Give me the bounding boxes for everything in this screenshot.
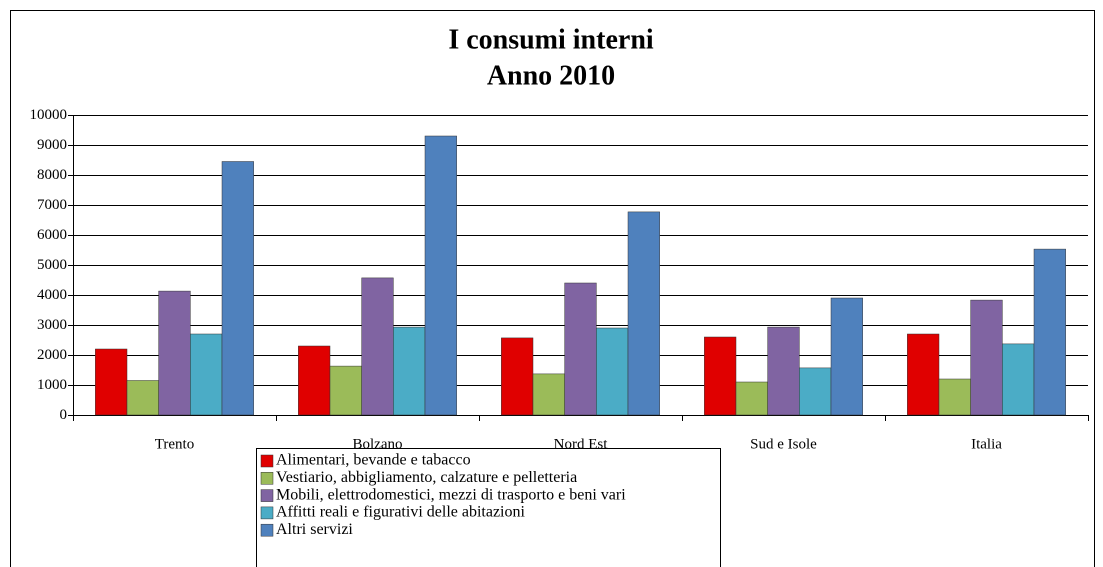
chart-border xyxy=(10,10,1095,567)
y-tick-label: 2000 xyxy=(37,347,67,363)
bar xyxy=(1033,248,1066,416)
bar xyxy=(938,378,971,416)
bar xyxy=(564,282,597,416)
legend-swatch xyxy=(260,523,274,537)
bar xyxy=(532,373,565,416)
x-tick-label: Bolzano xyxy=(353,436,403,452)
legend-label: Affitti reali e figurativi delle abitazi… xyxy=(276,504,526,521)
bar xyxy=(970,299,1003,416)
y-tick-label: 9000 xyxy=(37,137,67,153)
bar xyxy=(830,297,863,416)
y-tick-label: 4000 xyxy=(37,287,67,303)
bar xyxy=(596,327,629,416)
legend-swatch xyxy=(260,472,274,485)
bar xyxy=(627,211,660,416)
bar xyxy=(361,277,394,416)
bar xyxy=(799,367,832,416)
bar xyxy=(1002,343,1035,416)
bar xyxy=(735,381,768,416)
legend-box xyxy=(256,448,721,567)
y-tick-label: 6000 xyxy=(37,227,67,243)
x-tick-label: Italia xyxy=(971,436,1002,452)
y-tick-label: 0 xyxy=(60,407,68,423)
y-tick-label: 3000 xyxy=(37,317,67,333)
bar xyxy=(158,290,191,416)
bar xyxy=(704,336,737,416)
legend-label: Vestiario, abbigliamento, calzature e pe… xyxy=(276,469,577,486)
bar xyxy=(767,326,800,416)
bar xyxy=(424,135,457,416)
bar xyxy=(298,345,331,416)
chart-subtitle: Anno 2010 xyxy=(487,60,615,91)
bar xyxy=(501,337,534,416)
y-tick-label: 1000 xyxy=(37,377,67,393)
legend-label: Alimentari, bevande e tabacco xyxy=(276,452,471,469)
bar xyxy=(329,365,362,416)
legend-label: Mobili, elettrodomestici, mezzi di trasp… xyxy=(276,486,626,503)
x-tick-label: Nord Est xyxy=(554,436,609,452)
y-tick-label: 7000 xyxy=(37,197,67,213)
chart-title: I consumi interni xyxy=(448,24,654,55)
bar xyxy=(190,333,223,416)
bar xyxy=(907,333,940,416)
legend-label: Altri servizi xyxy=(276,521,353,538)
legend-swatch xyxy=(260,454,274,468)
y-tick-label: 5000 xyxy=(37,257,67,273)
x-tick-label: Trento xyxy=(155,436,194,452)
bar xyxy=(221,161,254,416)
bar xyxy=(393,326,426,416)
bar xyxy=(126,380,159,416)
legend-swatch xyxy=(260,489,274,502)
y-tick-label: 10000 xyxy=(30,107,68,123)
x-tick-label: Sud e Isole xyxy=(750,436,817,452)
y-tick-label: 8000 xyxy=(37,167,67,183)
legend-swatch xyxy=(260,506,274,520)
bar xyxy=(95,348,128,416)
